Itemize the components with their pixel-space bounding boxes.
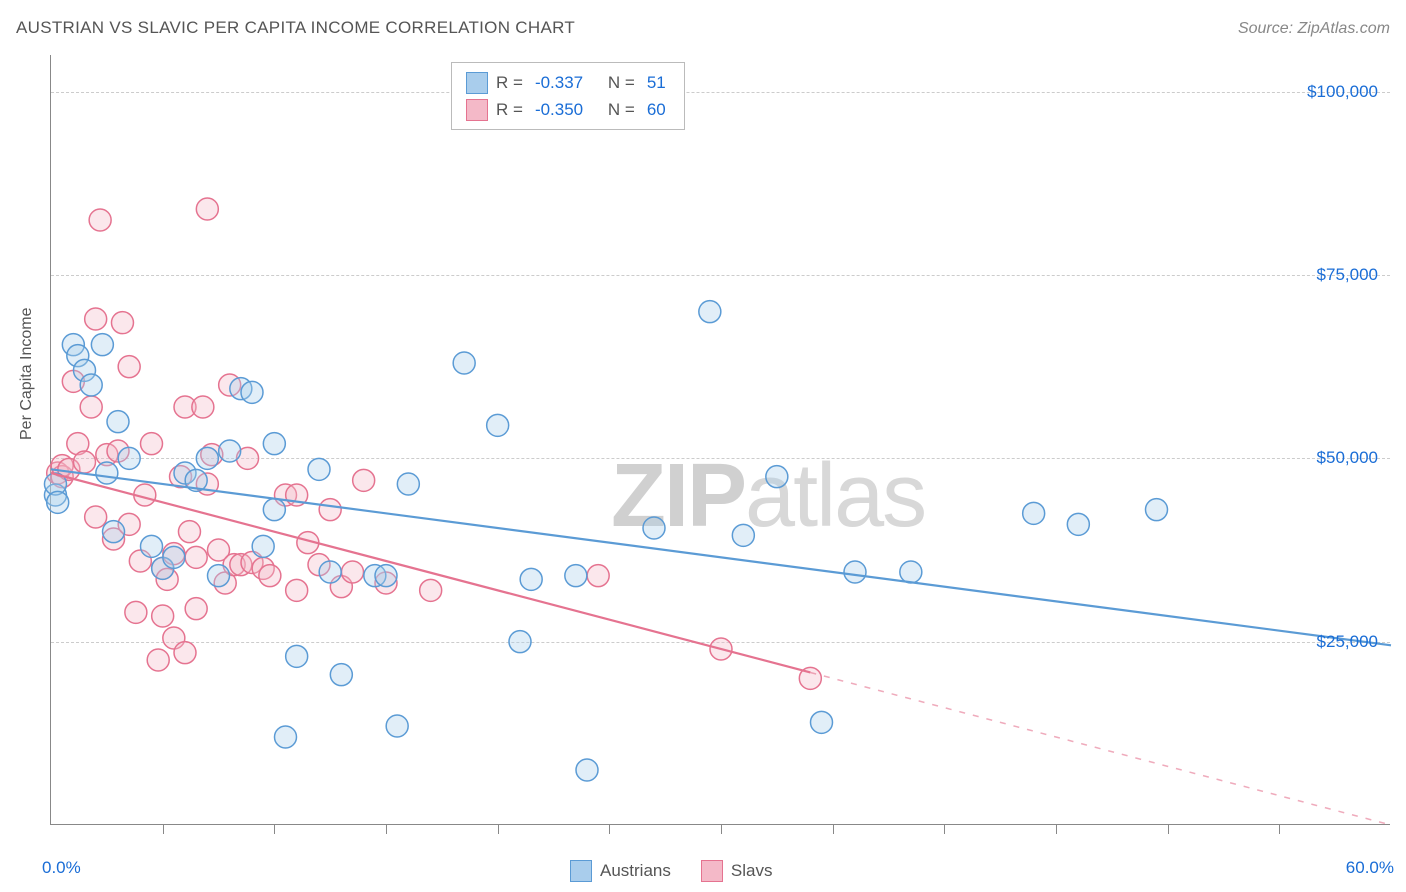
data-point [420, 579, 442, 601]
data-point [208, 565, 230, 587]
y-tick-label: $25,000 [1317, 632, 1378, 652]
data-point [342, 561, 364, 583]
x-axis-max-label: 60.0% [1346, 858, 1394, 878]
y-axis-label: Per Capita Income [18, 307, 36, 440]
y-tick-label: $75,000 [1317, 265, 1378, 285]
data-point [47, 491, 69, 513]
data-point [275, 726, 297, 748]
stats-n-label: N = [608, 69, 635, 96]
data-point [118, 356, 140, 378]
data-point [125, 601, 147, 623]
data-point [308, 458, 330, 480]
data-point [85, 308, 107, 330]
legend-label-slavs: Slavs [731, 861, 773, 881]
data-point [111, 312, 133, 334]
data-point [141, 433, 163, 455]
data-point [178, 521, 200, 543]
data-point [699, 301, 721, 323]
data-point [386, 715, 408, 737]
data-point [192, 396, 214, 418]
data-point [96, 462, 118, 484]
data-point [520, 568, 542, 590]
data-point [319, 499, 341, 521]
data-point [174, 642, 196, 664]
data-point [107, 411, 129, 433]
legend-item-austrians: Austrians [570, 860, 671, 882]
y-tick-label: $50,000 [1317, 448, 1378, 468]
data-point [163, 546, 185, 568]
chart-title: AUSTRIAN VS SLAVIC PER CAPITA INCOME COR… [16, 18, 575, 38]
stats-n-label: N = [608, 96, 635, 123]
data-point [319, 561, 341, 583]
data-point [263, 499, 285, 521]
data-point [844, 561, 866, 583]
legend: Austrians Slavs [570, 860, 772, 882]
plot-area: ZIPatlas R = -0.337 N = 51 R = -0.350 N … [50, 55, 1390, 825]
data-point [330, 664, 352, 686]
data-point [811, 711, 833, 733]
y-tick-label: $100,000 [1307, 82, 1378, 102]
trend-line-dashed [810, 672, 1391, 825]
data-point [185, 598, 207, 620]
data-point [900, 561, 922, 583]
chart-source: Source: ZipAtlas.com [1238, 20, 1390, 38]
data-point [565, 565, 587, 587]
data-point [732, 524, 754, 546]
data-point [91, 334, 113, 356]
stats-r-austrians: -0.337 [531, 69, 587, 96]
data-point [286, 579, 308, 601]
data-point [487, 414, 509, 436]
legend-swatch-slavs [701, 860, 723, 882]
data-point [219, 440, 241, 462]
data-point [89, 209, 111, 231]
data-point [286, 645, 308, 667]
legend-label-austrians: Austrians [600, 861, 671, 881]
data-point [1146, 499, 1168, 521]
data-point [587, 565, 609, 587]
chart-header: AUSTRIAN VS SLAVIC PER CAPITA INCOME COR… [16, 18, 1390, 38]
data-point [263, 433, 285, 455]
x-axis-min-label: 0.0% [42, 858, 81, 878]
data-point [196, 198, 218, 220]
data-point [141, 535, 163, 557]
stats-box: R = -0.337 N = 51 R = -0.350 N = 60 [451, 62, 685, 130]
data-point [509, 631, 531, 653]
data-point [1023, 502, 1045, 524]
data-point [1067, 513, 1089, 535]
stats-n-austrians: 51 [643, 69, 670, 96]
data-point [152, 605, 174, 627]
data-point [80, 374, 102, 396]
stats-r-label: R = [496, 69, 523, 96]
data-point [185, 546, 207, 568]
data-point [453, 352, 475, 374]
data-point [196, 447, 218, 469]
data-point [766, 466, 788, 488]
data-point [241, 381, 263, 403]
stats-row-austrians: R = -0.337 N = 51 [466, 69, 670, 96]
data-point [74, 451, 96, 473]
data-point [252, 535, 274, 557]
stats-r-label: R = [496, 96, 523, 123]
data-point [576, 759, 598, 781]
stats-n-slavs: 60 [643, 96, 670, 123]
data-point [375, 565, 397, 587]
swatch-slavs [466, 99, 488, 121]
data-point [353, 469, 375, 491]
data-point [80, 396, 102, 418]
legend-item-slavs: Slavs [701, 860, 773, 882]
data-point [147, 649, 169, 671]
data-point [85, 506, 107, 528]
data-point [397, 473, 419, 495]
stats-row-slavs: R = -0.350 N = 60 [466, 96, 670, 123]
data-point [103, 521, 125, 543]
data-point [259, 565, 281, 587]
swatch-austrians [466, 72, 488, 94]
stats-r-slavs: -0.350 [531, 96, 587, 123]
chart-svg [51, 55, 1390, 824]
legend-swatch-austrians [570, 860, 592, 882]
data-point [118, 447, 140, 469]
data-point [643, 517, 665, 539]
